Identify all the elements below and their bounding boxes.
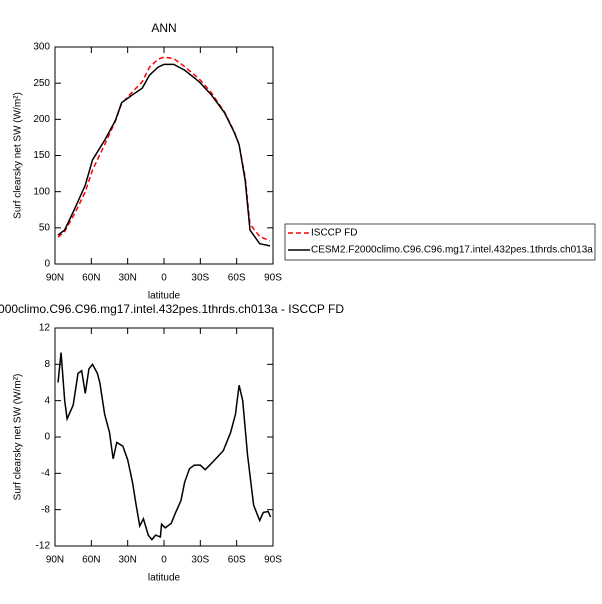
y-tick-label: 100 — [33, 186, 50, 197]
y-axis-label: Surf clearsky net SW (W/m²) — [13, 374, 24, 501]
x-tick-label: 60S — [228, 273, 246, 284]
legend-box — [284, 223, 596, 261]
plot-frame — [54, 327, 274, 547]
x-tick-label: 60S — [228, 555, 246, 566]
chart-title: ANN — [151, 21, 176, 35]
y-tick-label: 0 — [44, 432, 50, 443]
x-tick-label: 60N — [82, 555, 100, 566]
x-tick-label: 0 — [161, 555, 167, 566]
y-tick-label: 50 — [39, 222, 51, 233]
x-tick-label: 30S — [191, 555, 209, 566]
plot-frame — [54, 46, 274, 265]
y-tick-label: -8 — [41, 504, 50, 515]
x-tick-label: 90N — [46, 273, 64, 284]
x-axis-label: latitude — [148, 573, 181, 584]
data-line — [57, 352, 272, 541]
x-tick-label: 30S — [191, 273, 209, 284]
x-tick-label: 60N — [82, 273, 100, 284]
x-tick-label: 90N — [46, 555, 64, 566]
y-tick-label: -12 — [36, 541, 51, 552]
y-tick-label: 300 — [33, 42, 50, 53]
y-tick-label: 250 — [33, 78, 50, 89]
x-tick-label: 0 — [161, 273, 167, 284]
x-axis-label: latitude — [148, 291, 181, 302]
y-tick-label: -4 — [41, 468, 50, 479]
y-tick-label: 4 — [44, 395, 50, 406]
x-tick-label: 90S — [264, 273, 282, 284]
x-tick-label: 30N — [118, 555, 136, 566]
data-line — [57, 56, 271, 242]
y-tick-label: 150 — [33, 150, 50, 161]
data-line — [57, 63, 271, 247]
x-tick-label: 30N — [118, 273, 136, 284]
legend-label: ISCCP FD — [311, 228, 358, 239]
y-axis-label: Surf clearsky net SW (W/m²) — [13, 92, 24, 219]
y-tick-label: 0 — [44, 259, 50, 270]
y-tick-label: 200 — [33, 114, 50, 125]
chart-title: F2000climo.C96.C96.mg17.intel.432pes.1th… — [0, 302, 344, 316]
y-tick-label: 8 — [44, 359, 50, 370]
y-tick-label: 12 — [39, 323, 51, 334]
legend-label: CESM2.F2000climo.C96.C96.mg17.intel.432p… — [311, 245, 593, 256]
x-tick-label: 90S — [264, 555, 282, 566]
